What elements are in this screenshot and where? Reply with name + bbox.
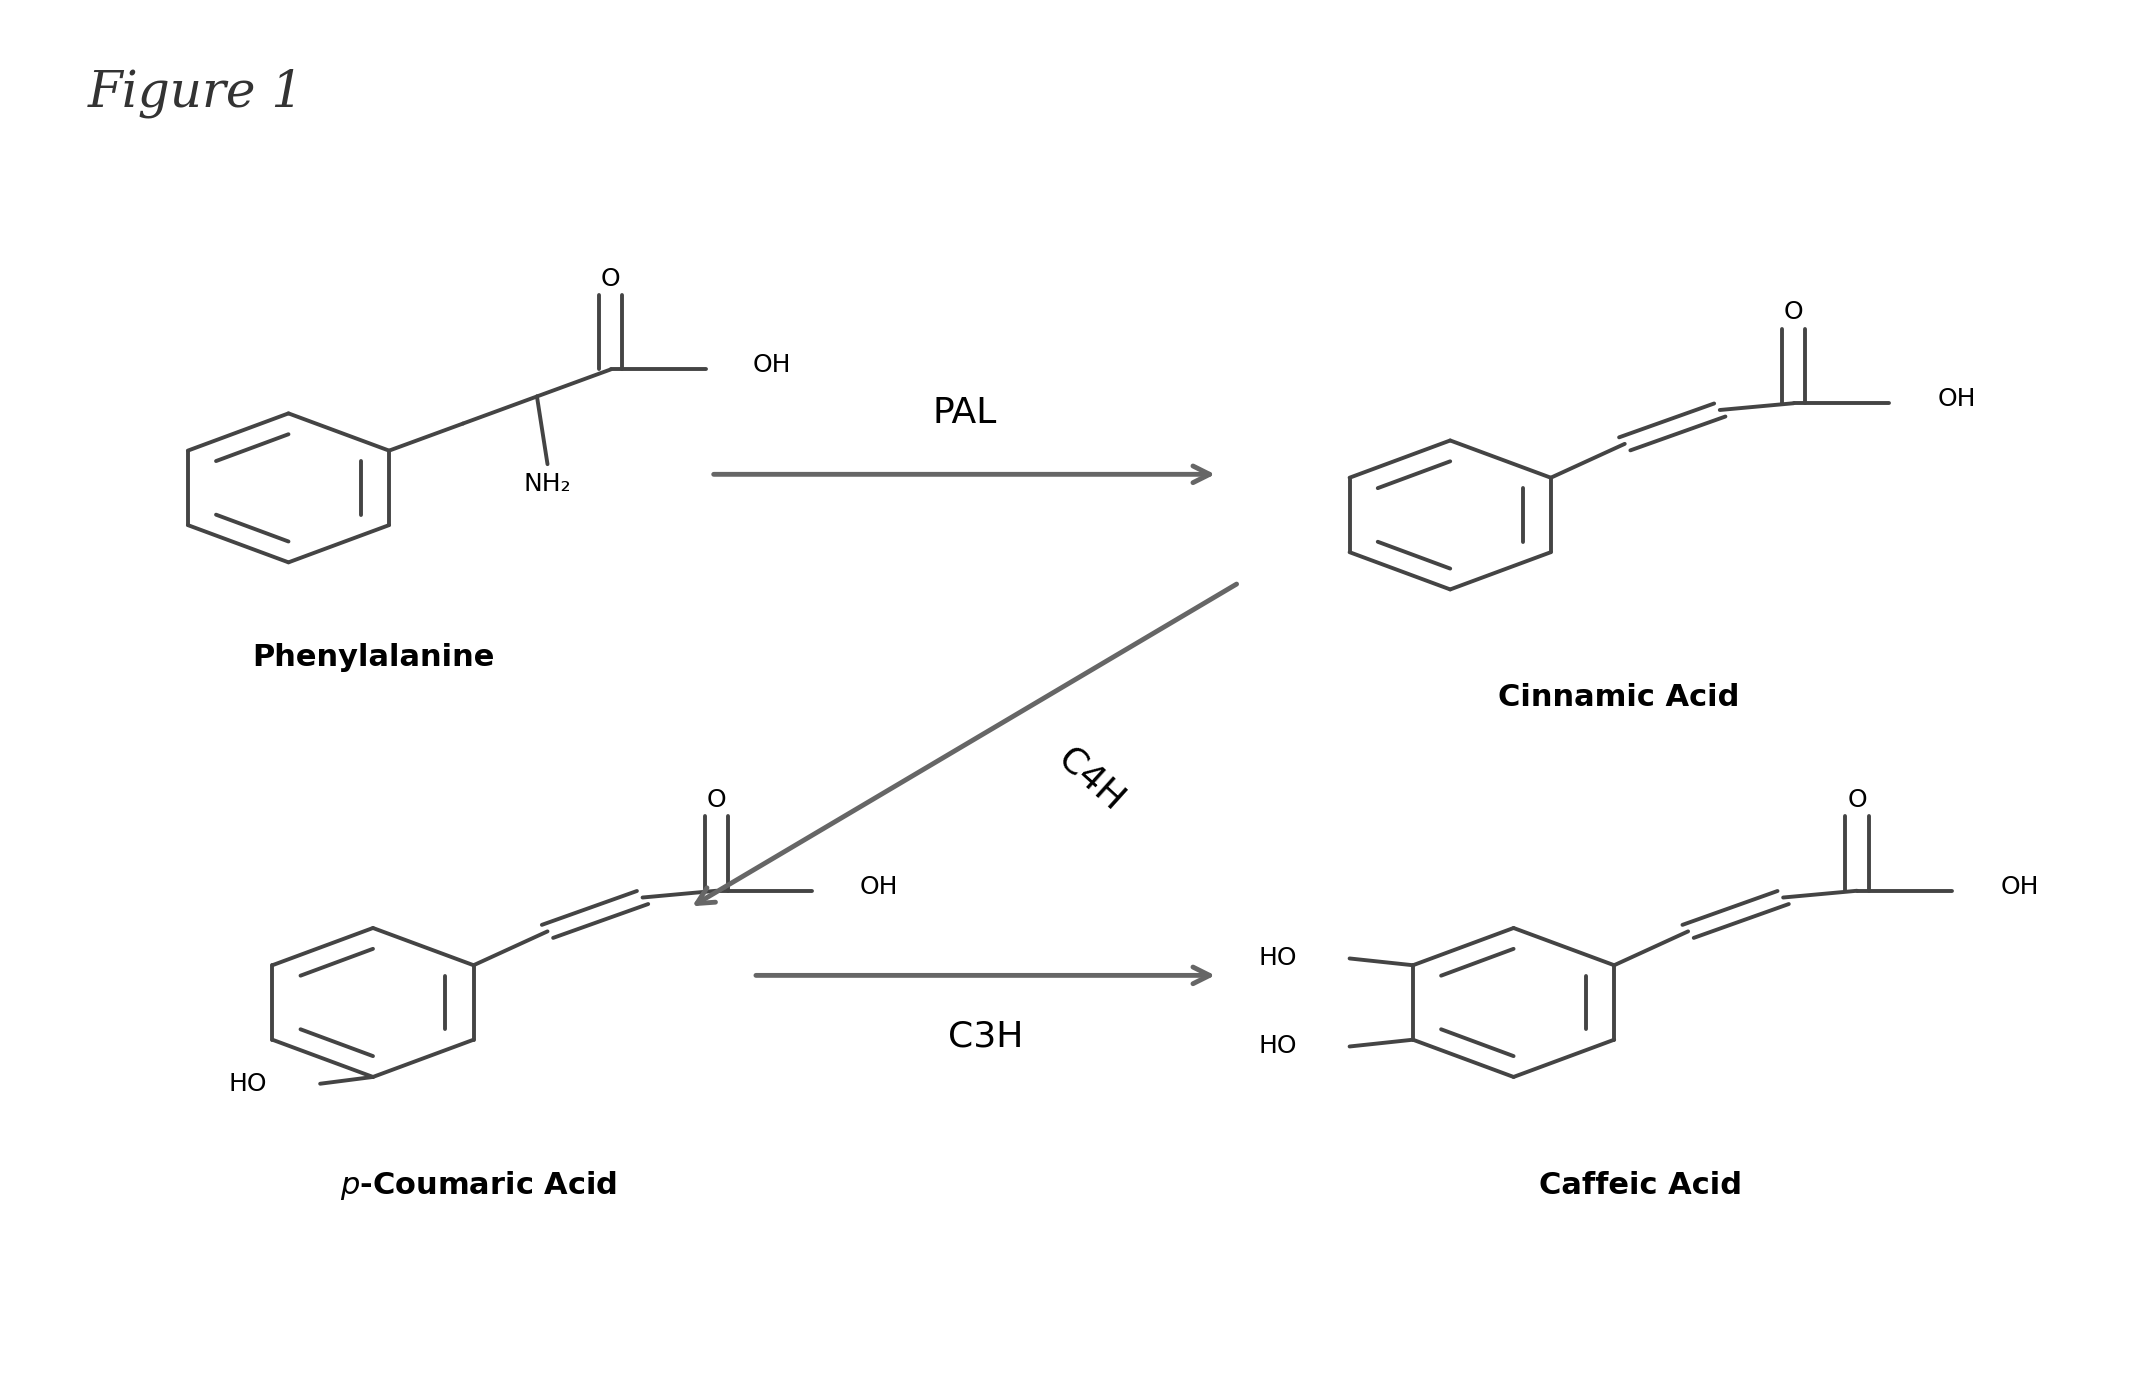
Text: Cinnamic Acid: Cinnamic Acid bbox=[1498, 683, 1740, 712]
Text: OH: OH bbox=[860, 875, 899, 898]
Text: HO: HO bbox=[1258, 1035, 1297, 1059]
Text: HO: HO bbox=[1258, 947, 1297, 970]
Text: OH: OH bbox=[753, 354, 792, 377]
Text: O: O bbox=[1785, 300, 1804, 325]
Text: C3H: C3H bbox=[948, 1020, 1023, 1053]
Text: Caffeic Acid: Caffeic Acid bbox=[1539, 1171, 1742, 1200]
Text: OH: OH bbox=[2001, 875, 2039, 898]
Text: NH₂: NH₂ bbox=[524, 473, 571, 496]
Text: $\mathit{p}$-Coumaric Acid: $\mathit{p}$-Coumaric Acid bbox=[340, 1169, 616, 1202]
Text: HO: HO bbox=[229, 1071, 268, 1096]
Text: OH: OH bbox=[1937, 387, 1975, 412]
Text: Phenylalanine: Phenylalanine bbox=[253, 643, 494, 672]
Text: C4H: C4H bbox=[1051, 741, 1130, 817]
Text: O: O bbox=[1847, 788, 1866, 813]
Text: O: O bbox=[706, 788, 725, 813]
Text: O: O bbox=[601, 267, 621, 290]
Text: Figure 1: Figure 1 bbox=[88, 68, 304, 117]
Text: PAL: PAL bbox=[933, 397, 997, 430]
